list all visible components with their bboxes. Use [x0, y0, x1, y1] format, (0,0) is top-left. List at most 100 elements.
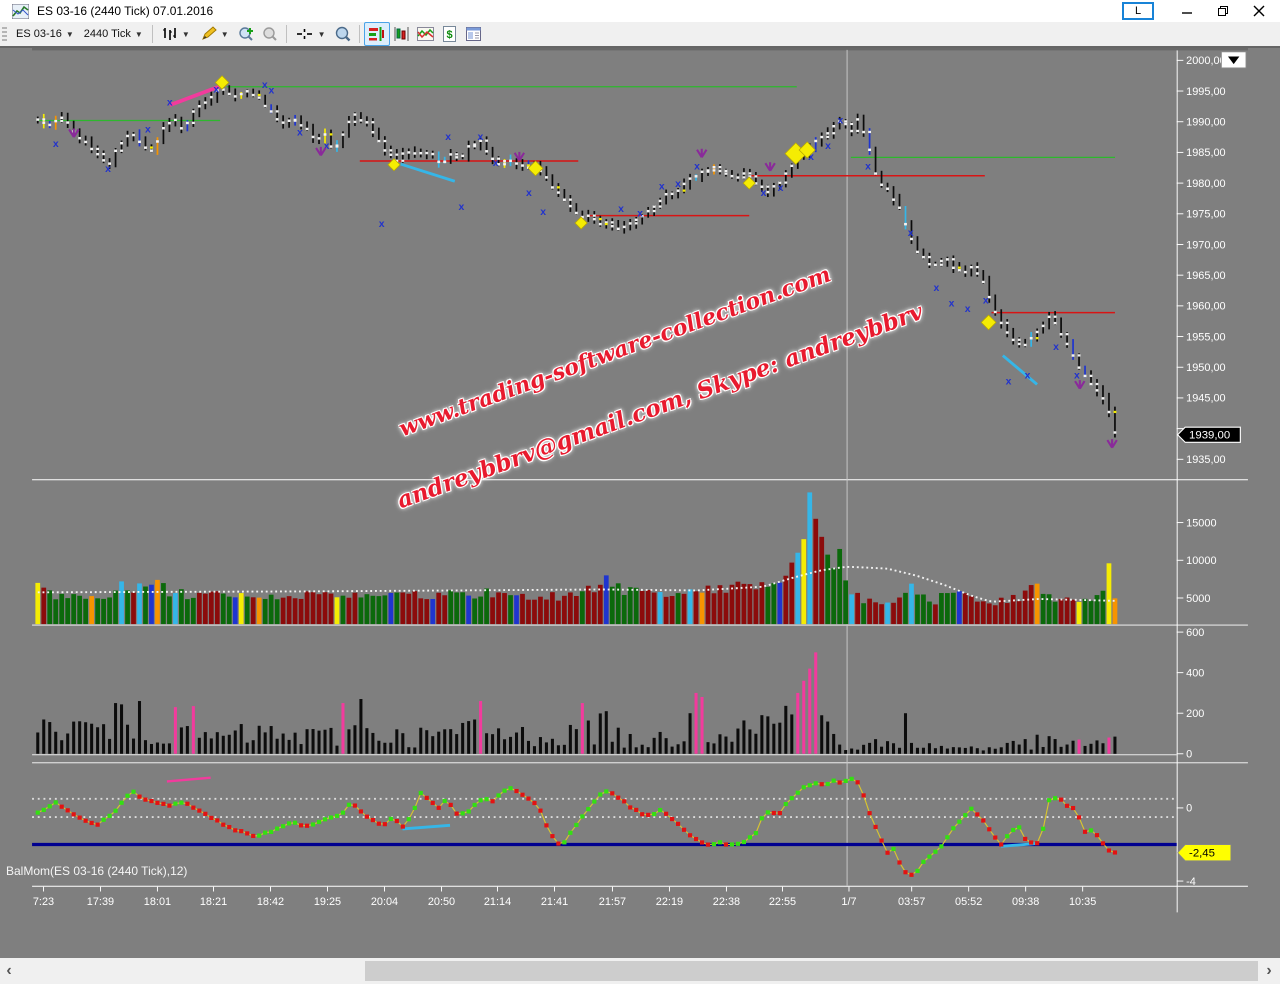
svg-text:21:14: 21:14	[484, 896, 511, 908]
svg-text:17:39: 17:39	[87, 896, 114, 908]
cyan-trend-line[interactable]	[1001, 354, 1038, 386]
svg-text:x: x	[1025, 370, 1031, 381]
svg-text:x: x	[1053, 342, 1059, 353]
svg-text:x: x	[865, 162, 871, 173]
pink-trend-line[interactable]	[169, 83, 223, 107]
svg-text:1970,00: 1970,00	[1186, 239, 1225, 251]
svg-text:19:25: 19:25	[314, 896, 341, 908]
chevron-down-icon	[1227, 56, 1240, 65]
svg-text:03:57: 03:57	[898, 896, 925, 908]
svg-text:x: x	[459, 202, 465, 213]
interval-selector[interactable]: 2440 Tick ▼	[79, 24, 148, 44]
zoom-in-icon	[238, 26, 253, 41]
svg-text:1990,00: 1990,00	[1186, 117, 1225, 129]
market-analyzer-button[interactable]	[390, 23, 414, 45]
account-data-button[interactable]: $	[438, 23, 462, 45]
svg-text:x: x	[269, 86, 275, 97]
svg-text:1980,00: 1980,00	[1186, 178, 1225, 190]
svg-text:18:42: 18:42	[257, 896, 284, 908]
interval-label: 2440 Tick	[83, 28, 131, 40]
svg-text:x: x	[478, 132, 484, 143]
svg-text:15000: 15000	[1186, 517, 1216, 529]
indicators-button[interactable]	[414, 23, 438, 45]
svg-text:x: x	[659, 181, 665, 192]
link-button[interactable]: L	[1122, 2, 1154, 20]
properties-icon	[466, 27, 482, 41]
toolbar-separator	[285, 25, 287, 43]
price-scale-dropdown-button[interactable]	[1220, 51, 1247, 69]
svg-text:20:50: 20:50	[428, 896, 455, 908]
zoom-out-icon	[262, 26, 277, 41]
last-price-label: 1939,00	[1176, 426, 1241, 443]
svg-text:x: x	[694, 162, 700, 173]
balmom-indicator	[32, 776, 1177, 877]
svg-text:x: x	[526, 188, 532, 199]
chart-area: x x x x x x x x x x x x x x x x x x x x x x x x x x x x x x x x x x x x 2000…	[0, 48, 1280, 970]
app-icon	[12, 3, 29, 19]
scroll-left-button[interactable]: ‹	[6, 962, 12, 979]
svg-text:22:19: 22:19	[656, 896, 683, 908]
svg-text:21:57: 21:57	[599, 896, 626, 908]
svg-text:x: x	[761, 188, 767, 199]
data-box-button[interactable]	[331, 23, 355, 45]
indicator-label: BalMom(ES 03-16 (2440 Tick),12)	[6, 864, 188, 878]
svg-text:1/7: 1/7	[841, 896, 856, 908]
toolbar-grip[interactable]	[2, 25, 7, 43]
chart-style-button[interactable]: ▼	[157, 24, 195, 44]
svg-text:x: x	[1006, 377, 1012, 388]
svg-text:1965,00: 1965,00	[1186, 270, 1225, 282]
svg-text:1985,00: 1985,00	[1186, 147, 1225, 159]
svg-text:1950,00: 1950,00	[1186, 362, 1225, 374]
chevron-down-icon: ▼	[65, 29, 74, 39]
svg-text:5000: 5000	[1186, 593, 1210, 605]
svg-text:x: x	[618, 204, 624, 215]
minimize-button[interactable]	[1172, 1, 1202, 21]
bar-style-icon	[162, 28, 176, 40]
magnifier-icon	[335, 26, 350, 41]
pencil-icon	[201, 26, 217, 40]
svg-text:x: x	[983, 296, 989, 307]
chart-trader-button[interactable]	[363, 22, 390, 46]
drawing-tools-button[interactable]: ▼	[195, 24, 234, 44]
toolbar-separator	[358, 25, 360, 43]
zoom-in-button[interactable]	[234, 23, 258, 45]
close-button[interactable]	[1244, 1, 1274, 21]
svg-text:x: x	[493, 158, 499, 169]
svg-text:1939,00: 1939,00	[1189, 430, 1230, 442]
toolbar-separator	[151, 25, 153, 43]
price-support-resistance-lines[interactable]	[38, 86, 1115, 314]
svg-text:1995,00: 1995,00	[1186, 86, 1225, 98]
scrollbar-track[interactable]	[20, 961, 1258, 981]
svg-text:21:41: 21:41	[541, 896, 568, 908]
volume-bars	[35, 492, 1118, 625]
dollar-icon: $	[443, 26, 457, 42]
svg-text:x: x	[808, 152, 814, 163]
time-axis[interactable]: 7:23 17:39 18:01 18:21 18:42 19:25 20:04 20:50 2…	[33, 886, 1096, 908]
instrument-selector[interactable]: ES 03-16 ▼	[11, 24, 79, 44]
svg-text:22:38: 22:38	[713, 896, 740, 908]
zoom-out-button[interactable]	[258, 23, 282, 45]
svg-text:18:01: 18:01	[144, 896, 171, 908]
svg-text:x: x	[949, 299, 955, 310]
svg-text:x: x	[167, 97, 173, 108]
scroll-right-button[interactable]: ›	[1266, 962, 1272, 979]
restore-button[interactable]	[1208, 1, 1238, 21]
indicator-value-label: -2,45	[1177, 844, 1232, 862]
svg-text:x: x	[262, 80, 268, 91]
svg-text:x: x	[825, 141, 831, 152]
chevron-down-icon: ▼	[220, 29, 229, 39]
properties-button[interactable]	[462, 23, 486, 45]
svg-text:200: 200	[1186, 708, 1204, 720]
svg-text:x: x	[933, 283, 939, 294]
horizontal-scrollbar: ‹ ›	[0, 958, 1280, 984]
price-axis[interactable]: 2000,00 1995,00 1990,00 1985,00 1980,00 1975,…	[1176, 55, 1226, 888]
candles-icon	[394, 27, 409, 41]
svg-text:18:21: 18:21	[200, 896, 227, 908]
cyan-trend-line[interactable]	[400, 162, 456, 183]
chart-trader-icon	[369, 27, 385, 41]
cursor-mode-button[interactable]: ▼	[291, 24, 331, 44]
svg-text:20:04: 20:04	[371, 896, 398, 908]
scrollbar-thumb[interactable]	[365, 961, 1258, 981]
svg-text:10000: 10000	[1186, 555, 1216, 567]
